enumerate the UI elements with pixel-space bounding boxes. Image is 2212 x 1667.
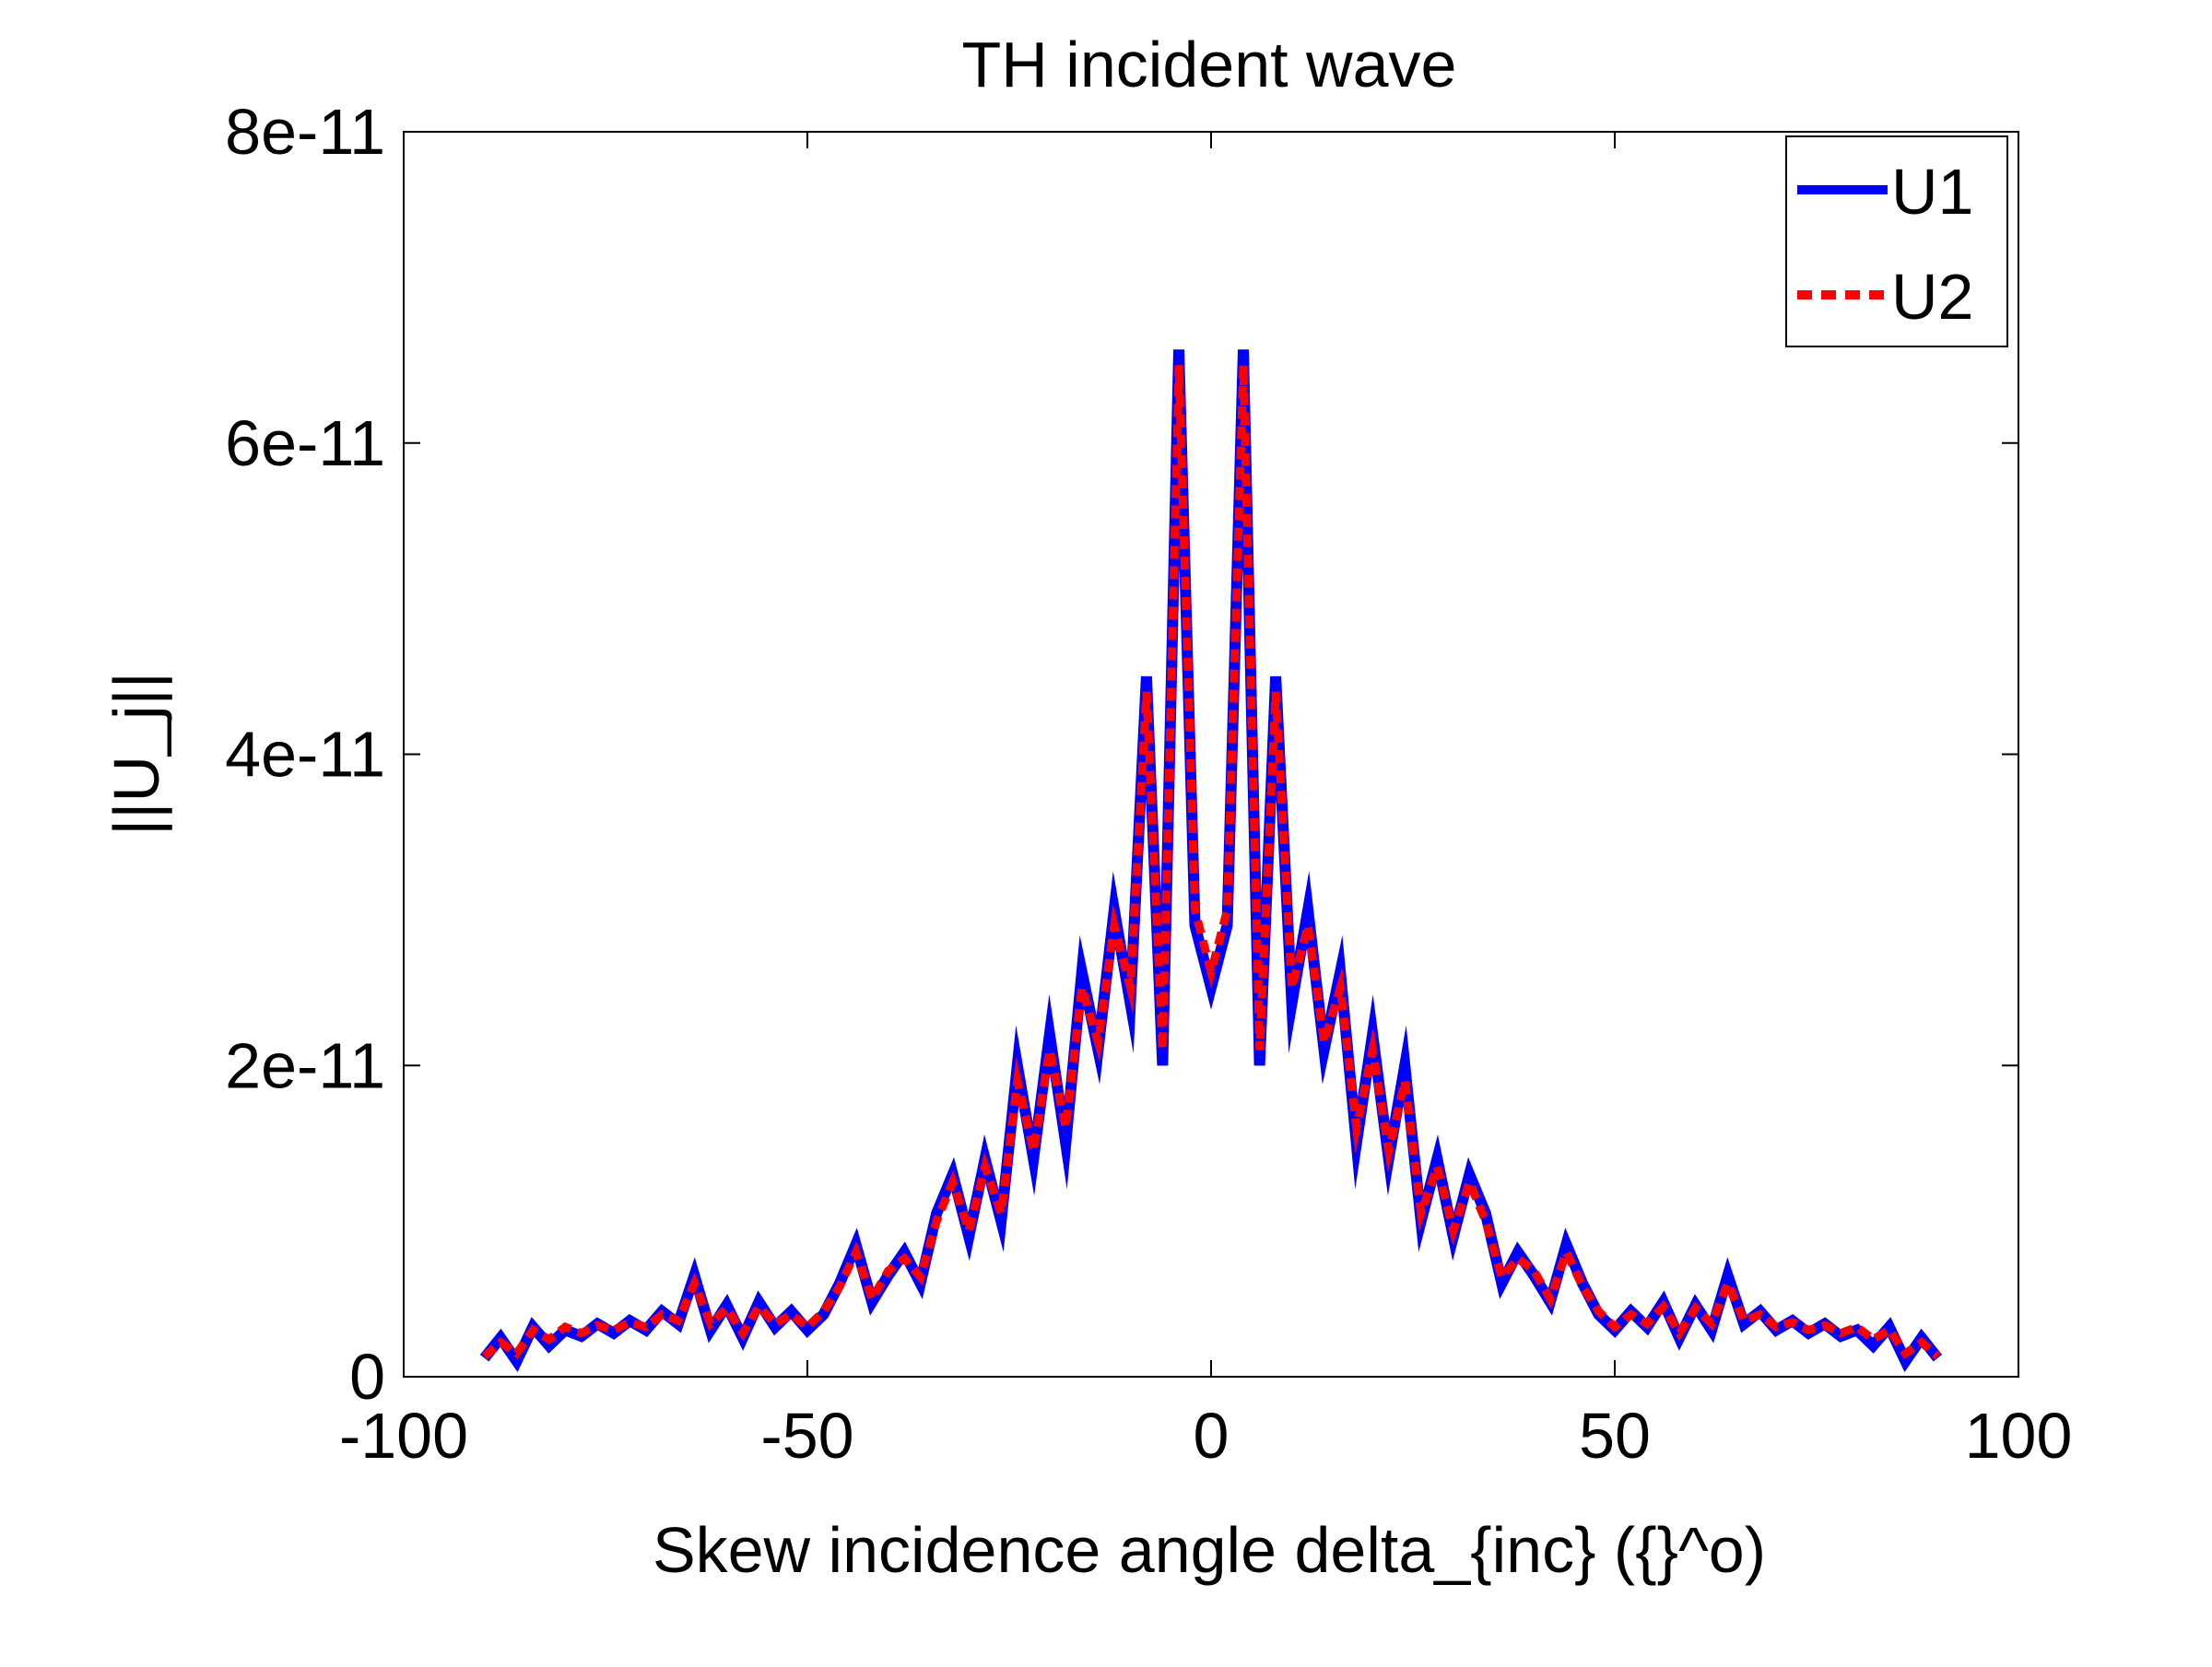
y-tick-label: 0 [349,1341,385,1413]
x-ticks: -100 -50 0 50 100 [339,132,2072,1472]
y-tick-label: 4e-11 [225,719,385,791]
x-axis-label: Skew incidence angle delta_{inc} ({}^o) [653,1514,1766,1586]
plot-area: -100 -50 0 50 100 0 2e-11 4e-11 6e-11 8e-11 [225,96,2072,1472]
y-ticks: 0 2e-11 4e-11 6e-11 8e-11 [225,96,2018,1413]
x-tick-label: -100 [339,1400,468,1472]
series-line-u2 [481,365,1941,1360]
y-tick-label: 2e-11 [225,1029,385,1101]
legend-box [1785,135,2008,347]
y-axis-label: ||U_j|| [100,672,172,836]
x-tick-label: 50 [1579,1400,1651,1472]
legend-label-u2: U2 [1891,261,1973,333]
legend: U1 U2 [1785,135,2008,347]
series-layer [479,349,1943,1373]
y-tick-label: 6e-11 [225,407,385,479]
x-tick-label: -50 [760,1400,853,1472]
x-tick-label: 100 [1965,1400,2073,1472]
chart-title: TH incident wave [962,29,1457,100]
x-tick-label: 0 [1194,1400,1230,1472]
legend-label-u1: U1 [1891,156,1973,228]
y-tick-label: 8e-11 [225,96,385,168]
